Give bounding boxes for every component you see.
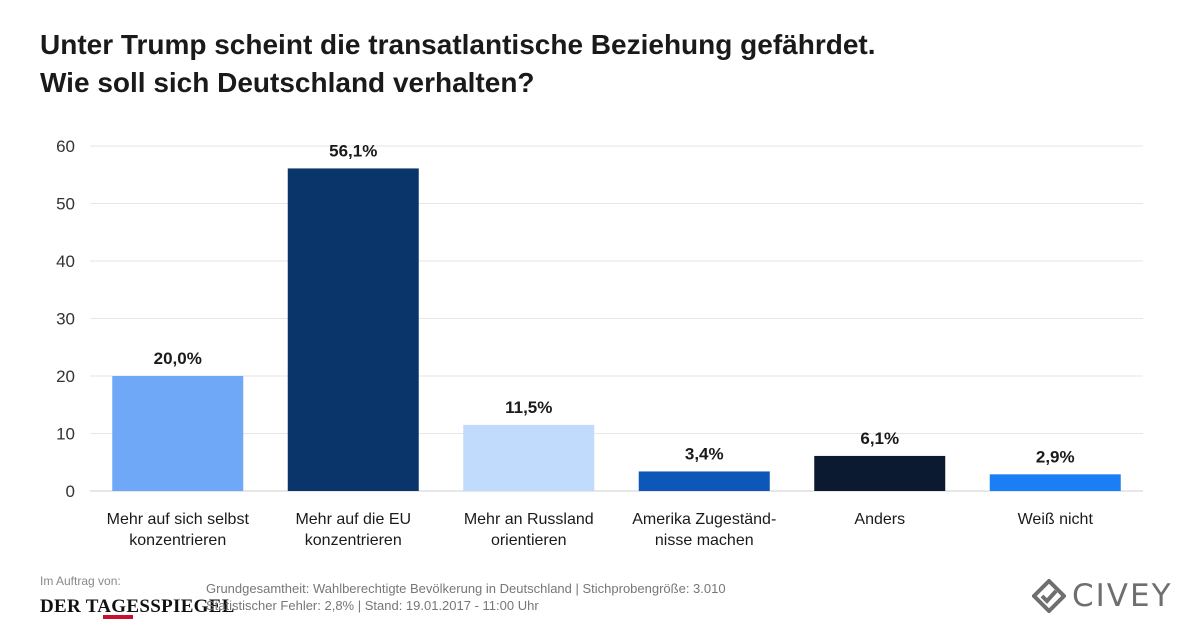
bar-value-label: 3,4% [685,444,724,463]
chart-title-line-1: Unter Trump scheint die transatlantische… [40,29,876,60]
bar-chart: 0 10 20 30 40 50 60 20,0% Mehr auf sich selbst ko… [56,137,1143,549]
y-tick-label: 40 [56,252,75,271]
commission-block: Im Auftrag von: DER TAGESSPIEGEL [40,574,235,619]
bar [112,376,244,491]
x-category-label: konzentrieren [129,532,226,549]
civey-mark-icon [1032,579,1066,613]
chart-title: Unter Trump scheint die transatlantische… [40,26,1160,102]
bar [989,474,1121,491]
civey-logo: CIVEY [1032,576,1173,616]
bar [287,168,419,492]
x-category-label: nisse machen [655,532,754,549]
y-tick-label: 0 [66,482,75,501]
bar [463,424,595,491]
x-category-label: Mehr auf sich selbst [107,511,250,528]
tagesspiegel-logo-text: DER TAGESSPIEGEL [40,596,235,617]
y-tick-label: 30 [56,310,75,329]
y-tick-label: 60 [56,137,75,156]
bar-value-label: 20,0% [154,349,202,368]
methodology-line-2: Statistischer Fehler: 2,8% | Stand: 19.0… [206,598,539,613]
x-category-label: Mehr an Russland [464,511,594,528]
y-tick-label: 10 [56,425,75,444]
commission-label: Im Auftrag von: [40,574,121,588]
civey-logo-text: CIVEY [1072,578,1173,614]
y-tick-label: 50 [56,195,75,214]
x-category-label: Weiß nicht [1018,511,1094,528]
x-category-label: Amerika Zugeständ- [632,511,776,528]
bar-value-label: 2,9% [1036,447,1075,466]
bar [814,455,946,491]
tagesspiegel-logo: DER TAGESSPIEGEL [40,596,235,619]
x-category-label: Anders [854,511,905,528]
bar-value-label: 6,1% [860,429,899,448]
x-category-label: orientieren [491,532,567,549]
y-tick-label: 20 [56,367,75,386]
bar-value-label: 56,1% [329,141,377,160]
methodology-line-1: Grundgesamtheit: Wahlberechtigte Bevölke… [206,581,726,596]
methodology-note: Grundgesamtheit: Wahlberechtigte Bevölke… [206,580,726,614]
x-category-label: konzentrieren [305,532,402,549]
x-category-label: Mehr auf die EU [295,511,411,528]
chart-title-line-2: Wie soll sich Deutschland verhalten? [40,67,535,98]
bar-value-label: 11,5% [505,398,552,417]
bar [638,471,770,491]
tagesspiegel-seal-icon [103,615,133,619]
